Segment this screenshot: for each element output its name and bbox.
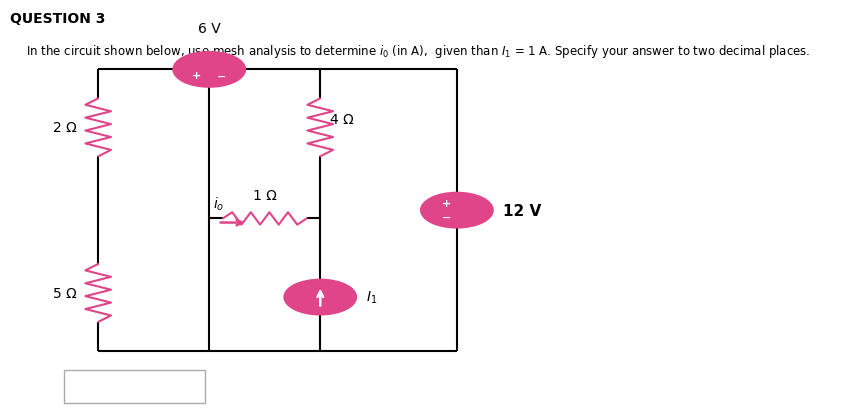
Circle shape [284, 280, 356, 315]
Circle shape [421, 193, 492, 228]
Circle shape [173, 53, 245, 88]
Text: −: − [441, 213, 450, 223]
Text: $I_1$: $I_1$ [366, 289, 377, 306]
Text: 5 Ω: 5 Ω [53, 286, 77, 300]
Text: 2 Ω: 2 Ω [53, 121, 77, 135]
Text: −: − [217, 71, 226, 81]
FancyBboxPatch shape [64, 370, 205, 403]
Text: QUESTION 3: QUESTION 3 [10, 12, 106, 26]
Text: 4 Ω: 4 Ω [330, 113, 354, 127]
Text: 1 Ω: 1 Ω [252, 188, 276, 202]
Text: In the circuit shown below, use mesh analysis to determine $i_0$ (in A),  given : In the circuit shown below, use mesh ana… [26, 43, 809, 60]
Text: +: + [441, 199, 450, 209]
Text: 12 V: 12 V [502, 203, 541, 218]
Text: $i_o$: $i_o$ [213, 195, 224, 213]
Text: 6 V: 6 V [198, 22, 220, 36]
Text: +: + [192, 71, 201, 81]
